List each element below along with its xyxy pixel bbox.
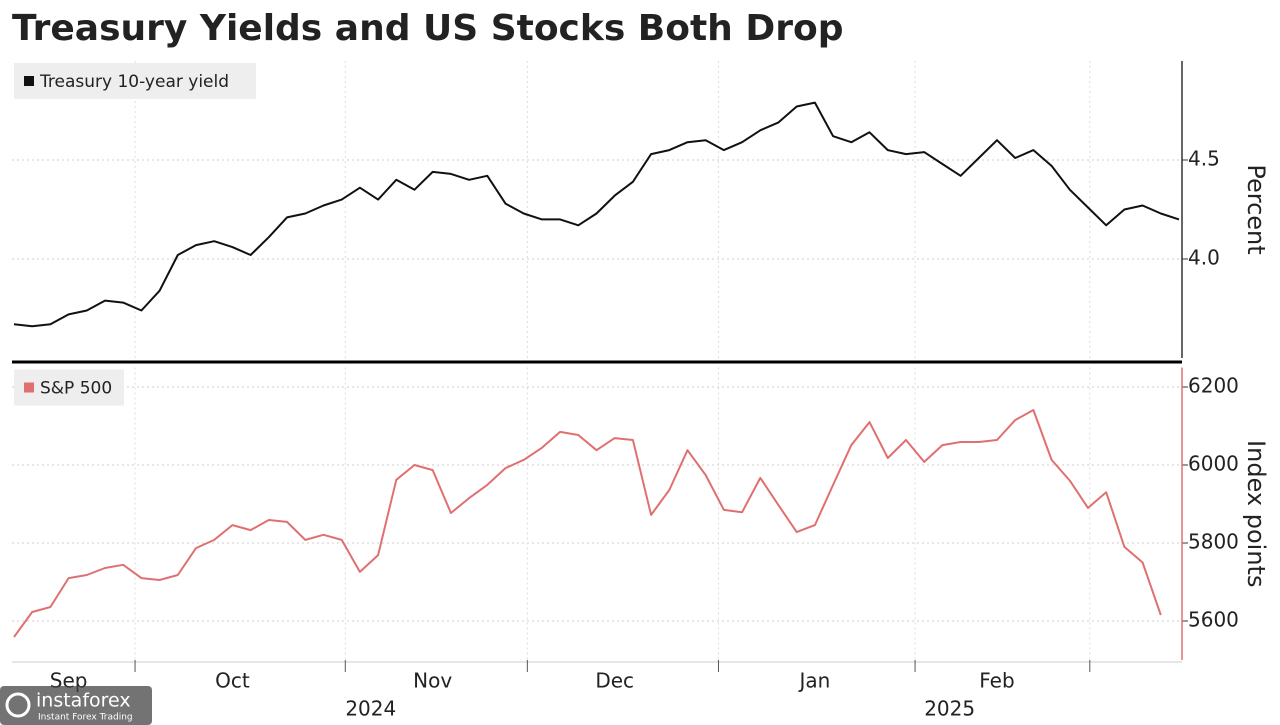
y-tick-label: 5800 (1188, 530, 1239, 554)
x-tick-label: Oct (215, 669, 250, 693)
legend-box (14, 63, 256, 99)
watermark-logo (5, 692, 31, 718)
x-tick-label: Dec (595, 669, 634, 693)
legend-swatch (24, 382, 34, 393)
watermark-bg (0, 686, 152, 725)
y-tick-label: 6200 (1188, 374, 1239, 398)
watermark-name: instaforex (36, 690, 131, 712)
legend-swatch (24, 76, 34, 86)
legend-label: Treasury 10-year yield (39, 72, 229, 92)
axis-title: Percent (1242, 164, 1270, 254)
chart-title: Treasury Yields and US Stocks Both Drop (12, 8, 843, 49)
y-tick-label: 5600 (1188, 608, 1239, 632)
x-tick-label: Jan (798, 669, 831, 693)
x-tick-label: Nov (413, 669, 452, 693)
watermark-tagline: Instant Forex Trading (38, 713, 133, 723)
legend-label: S&P 500 (40, 379, 112, 399)
y-tick-label: 4.0 (1188, 246, 1220, 270)
series-line (13, 409, 1162, 638)
y-tick-label: 6000 (1188, 452, 1239, 476)
series-line (13, 101, 1180, 328)
y-tick-label: 4.5 (1188, 147, 1220, 171)
x-year-label: 2025 (924, 697, 975, 721)
x-tick-label: Feb (979, 669, 1014, 693)
axis-title: Index points (1242, 440, 1270, 587)
x-year-label: 2024 (345, 697, 396, 721)
